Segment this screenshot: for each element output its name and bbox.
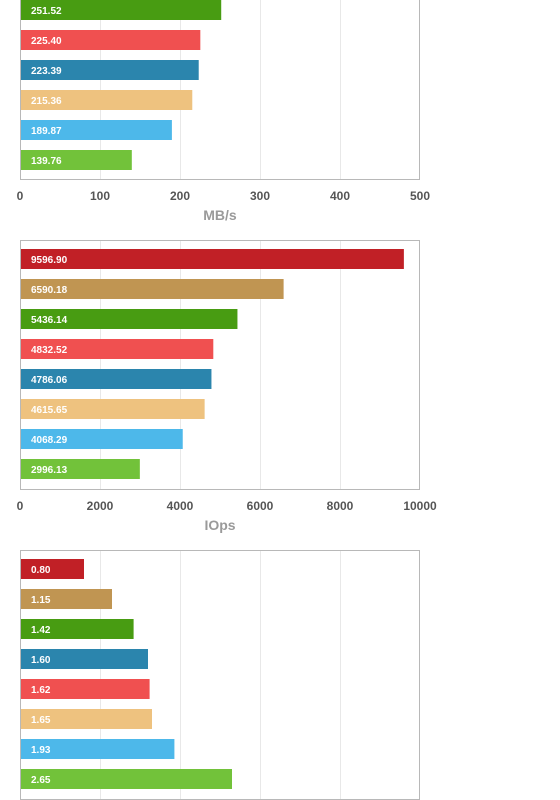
iops-bar — [21, 369, 212, 389]
latency-bar — [21, 559, 84, 579]
latency-bar — [21, 769, 232, 789]
latency-chart: 0.80 1.15 1.42 1.60 1.62 1.65 1.93 2.65 — [0, 540, 560, 800]
throughput-bar-value-label: 189.87 — [31, 126, 62, 137]
throughput-bar — [21, 60, 199, 80]
iops-bar — [21, 399, 205, 419]
throughput-tick-label: 500 — [410, 189, 430, 203]
iops-tick-label: 10000 — [403, 499, 437, 513]
iops-bar — [21, 249, 404, 269]
latency-bar-value-label: 1.62 — [31, 685, 51, 696]
iops-tick-label: 0 — [17, 499, 24, 513]
throughput-tick-label: 200 — [170, 189, 190, 203]
throughput-bar-value-label: 251.52 — [31, 6, 62, 17]
iops-bar-value-label: 9596.90 — [31, 255, 68, 266]
latency-bar — [21, 649, 148, 669]
throughput-axis-label: MB/s — [203, 207, 237, 223]
iops-bar-value-label: 5436.14 — [31, 315, 68, 326]
iops-axis-label: IOps — [204, 517, 235, 533]
iops-bar-value-label: 4615.65 — [31, 405, 68, 416]
iops-bar — [21, 339, 214, 359]
iops-bar-value-label: 6590.18 — [31, 285, 68, 296]
throughput-bar-value-label: 139.76 — [31, 156, 62, 167]
throughput-tick-label: 300 — [250, 189, 270, 203]
iops-plot-frame — [20, 240, 420, 490]
iops-bar — [21, 309, 238, 329]
throughput-tick-label: 400 — [330, 189, 350, 203]
latency-chart-svg: 0.80 1.15 1.42 1.60 1.62 1.65 1.93 2.65 — [20, 550, 420, 800]
iops-chart: 9596.90 6590.18 5436.14 4832.52 4786.06 4615.… — [0, 230, 560, 540]
latency-bar — [21, 709, 152, 729]
iops-bar — [21, 459, 140, 479]
iops-tick-label: 6000 — [247, 499, 274, 513]
latency-bar-value-label: 1.60 — [31, 655, 51, 666]
throughput-bar-value-label: 225.40 — [31, 36, 62, 47]
throughput-tick-label: 0 — [17, 189, 24, 203]
throughput-bar-value-label: 215.36 — [31, 96, 62, 107]
iops-tick-label: 2000 — [87, 499, 114, 513]
latency-bar-value-label: 1.15 — [31, 595, 51, 606]
latency-bar — [21, 739, 175, 759]
iops-tick-label: 8000 — [327, 499, 354, 513]
latency-bar-value-label: 1.65 — [31, 715, 51, 726]
iops-bar-value-label: 4786.06 — [31, 375, 68, 386]
throughput-bar — [21, 90, 193, 110]
iops-bar-value-label: 4068.29 — [31, 435, 68, 446]
latency-bar-value-label: 1.93 — [31, 745, 51, 756]
latency-bar-value-label: 2.65 — [31, 775, 51, 786]
iops-chart-svg: 9596.90 6590.18 5436.14 4832.52 4786.06 4615.… — [17, 240, 437, 533]
latency-bar — [21, 679, 150, 699]
latency-bar — [21, 619, 134, 639]
throughput-bar — [21, 150, 132, 170]
iops-bar — [21, 429, 183, 449]
throughput-chart: 251.52 225.40 223.39 215.36 189.87 139.76 0 100… — [0, 0, 560, 230]
iops-bar — [21, 279, 284, 299]
throughput-bar-value-label: 223.39 — [31, 66, 62, 77]
throughput-plot-frame — [20, 0, 420, 180]
latency-bar-value-label: 0.80 — [31, 565, 51, 576]
iops-tick-label: 4000 — [167, 499, 194, 513]
throughput-tick-label: 100 — [90, 189, 110, 203]
throughput-bar — [21, 120, 172, 140]
latency-bar-value-label: 1.42 — [31, 625, 51, 636]
latency-bar — [21, 589, 112, 609]
iops-bar-value-label: 4832.52 — [31, 345, 68, 356]
iops-bar-value-label: 2996.13 — [31, 465, 68, 476]
throughput-chart-svg: 251.52 225.40 223.39 215.36 189.87 139.76 0 100… — [17, 0, 430, 223]
latency-plot-frame — [20, 550, 420, 800]
throughput-bar — [21, 30, 201, 50]
throughput-bar — [21, 0, 222, 20]
